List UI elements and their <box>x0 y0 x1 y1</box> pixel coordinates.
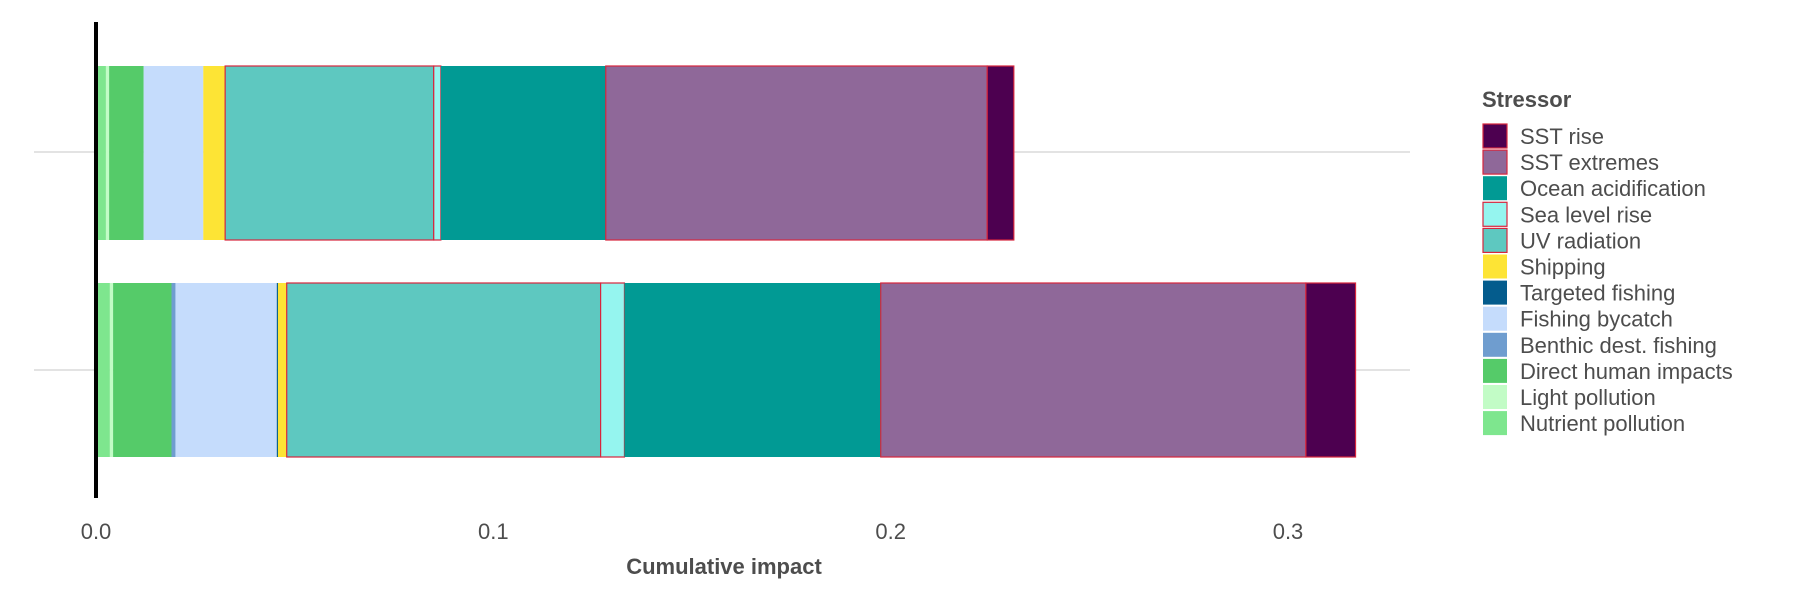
bar-segment-direct-human-impacts-row-0 <box>109 66 144 240</box>
bar-segment-fishing-bycatch-row-0 <box>143 66 204 240</box>
bar-segment-sst-extremes-row-0 <box>605 65 988 241</box>
bar-segment-sst-extremes-row-1 <box>880 282 1307 458</box>
legend-label-fishing-bycatch: Fishing bycatch <box>1520 307 1673 332</box>
x-axis-ticks: 0.0 0.1 0.2 0.3 <box>81 519 1304 544</box>
legend-key-uv-radiation <box>1482 227 1508 253</box>
bar-segment-ocean-acidification-row-0 <box>440 66 606 240</box>
legend-label-direct-human-impacts: Direct human impacts <box>1520 359 1733 384</box>
bar-segment-nutrient-pollution-row-1 <box>96 283 110 457</box>
legend-label-light-pollution: Light pollution <box>1520 385 1656 410</box>
bar-segment-sea-level-rise-row-1 <box>600 282 626 458</box>
legend-label-uv-radiation: UV radiation <box>1520 228 1641 253</box>
x-axis-title: Cumulative impact <box>626 554 822 579</box>
legend-key-shipping <box>1483 254 1507 279</box>
bar-segment-nutrient-pollution-row-0 <box>96 66 106 240</box>
legend-key-fishing-bycatch <box>1483 306 1507 331</box>
legend-key-ocean-acidification <box>1483 176 1507 201</box>
bar-segment-targeted-fishing-row-1 <box>276 283 278 457</box>
bar-segment-shipping-row-0 <box>203 66 226 240</box>
legend-label-sea-level-rise: Sea level rise <box>1520 202 1652 227</box>
legend-key-sea-level-rise <box>1482 201 1508 227</box>
legend-key-benthic-dest-fishing <box>1483 332 1507 357</box>
bars <box>96 65 1357 458</box>
legend-label-nutrient-pollution: Nutrient pollution <box>1520 411 1685 436</box>
legend-key-nutrient-pollution <box>1483 411 1507 436</box>
legend-label-benthic-dest-fishing: Benthic dest. fishing <box>1520 333 1717 358</box>
legend-key-light-pollution <box>1483 385 1507 409</box>
bar-segment-shipping-row-1 <box>277 283 287 457</box>
legend-label-sst-extremes: SST extremes <box>1520 150 1659 175</box>
bar-segment-sst-rise-row-1 <box>1305 282 1357 458</box>
bar-segment-ocean-acidification-row-1 <box>624 283 881 457</box>
x-tick-label: 0.3 <box>1273 519 1304 544</box>
bar-segment-fishing-bycatch-row-1 <box>175 283 277 457</box>
x-tick-label: 0.1 <box>478 519 509 544</box>
bar-segment-direct-human-impacts-row-1 <box>113 283 172 457</box>
legend-title: Stressor <box>1482 87 1572 112</box>
x-tick-label: 0.0 <box>81 519 112 544</box>
legend-label-sst-rise: SST rise <box>1520 124 1604 149</box>
x-tick-label: 0.2 <box>875 519 906 544</box>
bar-segment-light-pollution-row-1 <box>109 283 114 457</box>
legend-label-targeted-fishing: Targeted fishing <box>1520 281 1675 306</box>
bar-segment-uv-radiation-row-0 <box>224 65 435 241</box>
legend-label-shipping: Shipping <box>1520 255 1606 280</box>
bar-segment-sst-rise-row-0 <box>986 65 1015 241</box>
legend-label-ocean-acidification: Ocean acidification <box>1520 176 1706 201</box>
bar-segment-uv-radiation-row-1 <box>286 282 602 458</box>
legend-key-direct-human-impacts <box>1483 358 1507 383</box>
bar-segment-benthic-dest-fishing-row-1 <box>171 283 176 457</box>
legend-key-sst-rise <box>1482 123 1508 149</box>
legend-key-targeted-fishing <box>1483 280 1507 305</box>
bar-segment-sea-level-rise-row-0 <box>433 65 442 241</box>
legend-key-sst-extremes <box>1482 149 1508 175</box>
bar-segment-light-pollution-row-0 <box>105 66 110 240</box>
